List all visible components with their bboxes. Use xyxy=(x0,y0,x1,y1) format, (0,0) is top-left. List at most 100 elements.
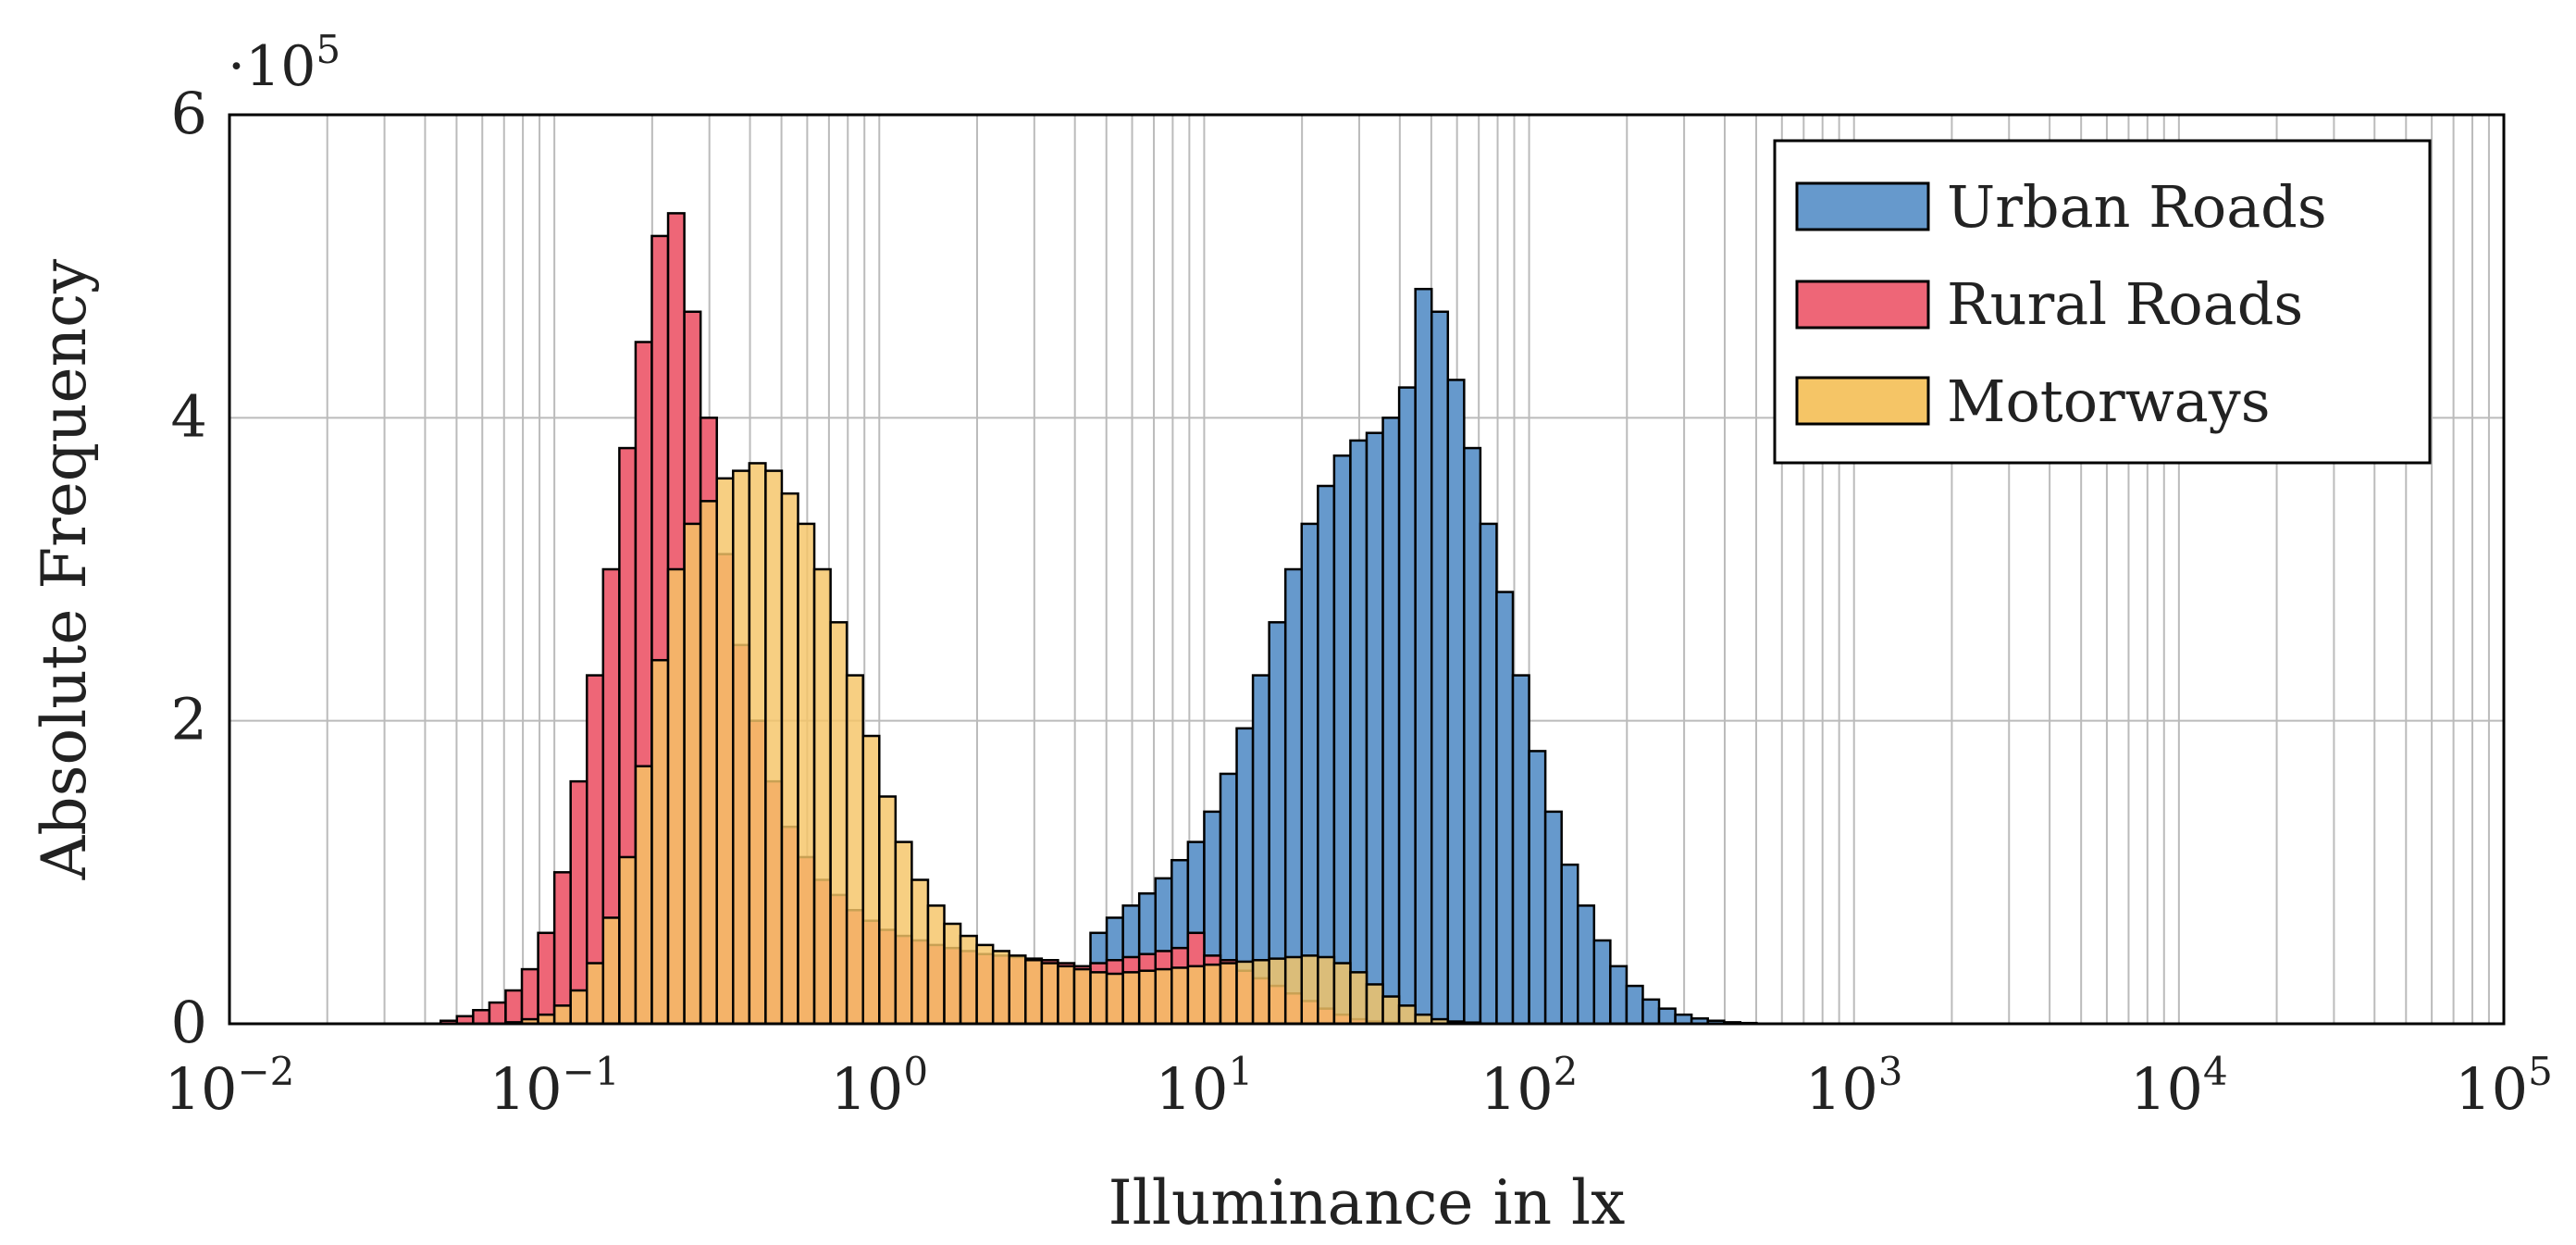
bar-motorways xyxy=(1317,955,1336,1026)
x-tick-label: 100 xyxy=(830,1049,928,1123)
y-axis-label: Absolute Frequency xyxy=(29,258,100,880)
bar-urban xyxy=(1414,287,1433,1026)
bar-motorways xyxy=(975,943,995,1026)
bar-motorways xyxy=(1251,959,1270,1026)
x-tick-base: 10 xyxy=(1156,1055,1229,1123)
x-tick-base: 10 xyxy=(830,1055,903,1123)
y-tick-label: 6 xyxy=(171,80,207,147)
bar-motorways xyxy=(878,795,898,1026)
bar-motorways xyxy=(1349,971,1368,1026)
x-tick-exponent: 0 xyxy=(903,1049,928,1094)
bar-motorways xyxy=(926,904,946,1026)
bar-motorways xyxy=(1219,962,1238,1026)
bar-urban xyxy=(1543,810,1563,1026)
bar-motorways xyxy=(991,950,1010,1026)
bar-rural xyxy=(537,931,556,1026)
bar-motorways xyxy=(650,658,670,1026)
bar-urban xyxy=(1397,386,1417,1026)
x-tick-exponent: 2 xyxy=(1554,1049,1579,1094)
bar-rural xyxy=(569,779,588,1026)
legend-swatch-motorways xyxy=(1795,376,1930,426)
bar-motorways xyxy=(586,962,605,1026)
bar-motorways xyxy=(601,916,621,1026)
bar-motorways xyxy=(1024,959,1044,1026)
bar-urban xyxy=(1365,431,1384,1026)
bar-motorways xyxy=(1137,969,1158,1026)
bar-motorways xyxy=(812,567,832,1026)
bar-urban xyxy=(1592,939,1612,1026)
bar-motorways xyxy=(732,469,751,1026)
x-tick-label: 105 xyxy=(2455,1049,2553,1123)
bar-motorways xyxy=(618,855,638,1026)
bar-motorways xyxy=(634,765,653,1026)
bar-motorways xyxy=(959,934,978,1026)
x-tick-label: 10−1 xyxy=(489,1049,620,1123)
x-tick-base: 10 xyxy=(1805,1055,1878,1123)
bar-motorways xyxy=(1365,983,1384,1026)
bar-motorways xyxy=(1235,960,1255,1026)
bar-motorways xyxy=(894,840,913,1026)
bar-motorways xyxy=(1203,963,1222,1026)
legend-label-rural: Rural Roads xyxy=(1947,270,2303,338)
bar-motorways xyxy=(861,734,881,1026)
bar-motorways xyxy=(1332,962,1352,1026)
x-tick-base: 10 xyxy=(165,1055,238,1123)
y-multiplier-base: ·10 xyxy=(228,34,316,99)
bar-motorways xyxy=(797,522,816,1026)
x-axis-label: Illuminance in lx xyxy=(1108,1167,1626,1239)
bar-rural xyxy=(488,1001,507,1026)
y-axis-multiplier: ·105 xyxy=(228,27,341,99)
x-tick-base: 10 xyxy=(2455,1055,2528,1123)
bar-motorways xyxy=(1186,965,1206,1026)
bar-urban xyxy=(1641,998,1661,1026)
x-tick-label: 102 xyxy=(1480,1049,1579,1123)
bar-rural xyxy=(504,989,524,1026)
bar-motorways xyxy=(683,522,702,1026)
bar-motorways xyxy=(845,674,864,1026)
bar-urban xyxy=(1381,417,1401,1026)
bar-urban xyxy=(1332,454,1352,1026)
x-tick-exponent: −1 xyxy=(563,1049,620,1094)
bar-rural xyxy=(552,871,572,1026)
bar-urban xyxy=(1528,750,1547,1026)
x-tick-base: 10 xyxy=(2130,1055,2203,1123)
bar-motorways xyxy=(1381,995,1401,1026)
bar-urban xyxy=(1317,484,1336,1026)
bar-urban xyxy=(1609,965,1629,1026)
legend: Urban Roads Rural Roads Motorways xyxy=(1773,139,2432,465)
bar-urban xyxy=(1430,310,1450,1026)
bar-motorways xyxy=(1040,962,1059,1026)
bar-motorways xyxy=(764,469,784,1026)
bar-motorways xyxy=(552,1004,572,1026)
bar-motorways xyxy=(1397,1004,1417,1026)
bar-motorways xyxy=(1154,967,1173,1026)
bar-motorways xyxy=(1300,954,1319,1026)
bar-urban xyxy=(1463,446,1482,1026)
bar-motorways xyxy=(943,922,962,1026)
x-tick-exponent: −2 xyxy=(237,1049,294,1094)
bar-urban xyxy=(1511,674,1530,1026)
bar-motorways xyxy=(1089,971,1108,1026)
bar-motorways xyxy=(699,500,718,1026)
bar-rural xyxy=(520,967,539,1026)
bar-urban xyxy=(1576,904,1596,1026)
plot-frame xyxy=(228,113,2506,1026)
bar-motorways xyxy=(1121,971,1141,1026)
bar-rural xyxy=(472,1009,491,1026)
bar-urban xyxy=(1657,1007,1677,1026)
bar-motorways xyxy=(666,567,686,1026)
y-tick-label: 4 xyxy=(171,382,207,450)
y-tick-label: 0 xyxy=(171,989,207,1056)
bar-motorways xyxy=(1105,972,1124,1026)
bars xyxy=(439,212,1758,1026)
bar-motorways xyxy=(1268,957,1287,1026)
bar-motorways xyxy=(829,621,848,1026)
bar-urban xyxy=(1446,379,1466,1026)
legend-label-motorways: Motorways xyxy=(1947,367,2271,435)
x-tick-base: 10 xyxy=(489,1055,563,1123)
bar-urban xyxy=(1479,522,1498,1026)
bar-motorways xyxy=(715,477,735,1026)
bar-motorways xyxy=(1072,967,1092,1026)
